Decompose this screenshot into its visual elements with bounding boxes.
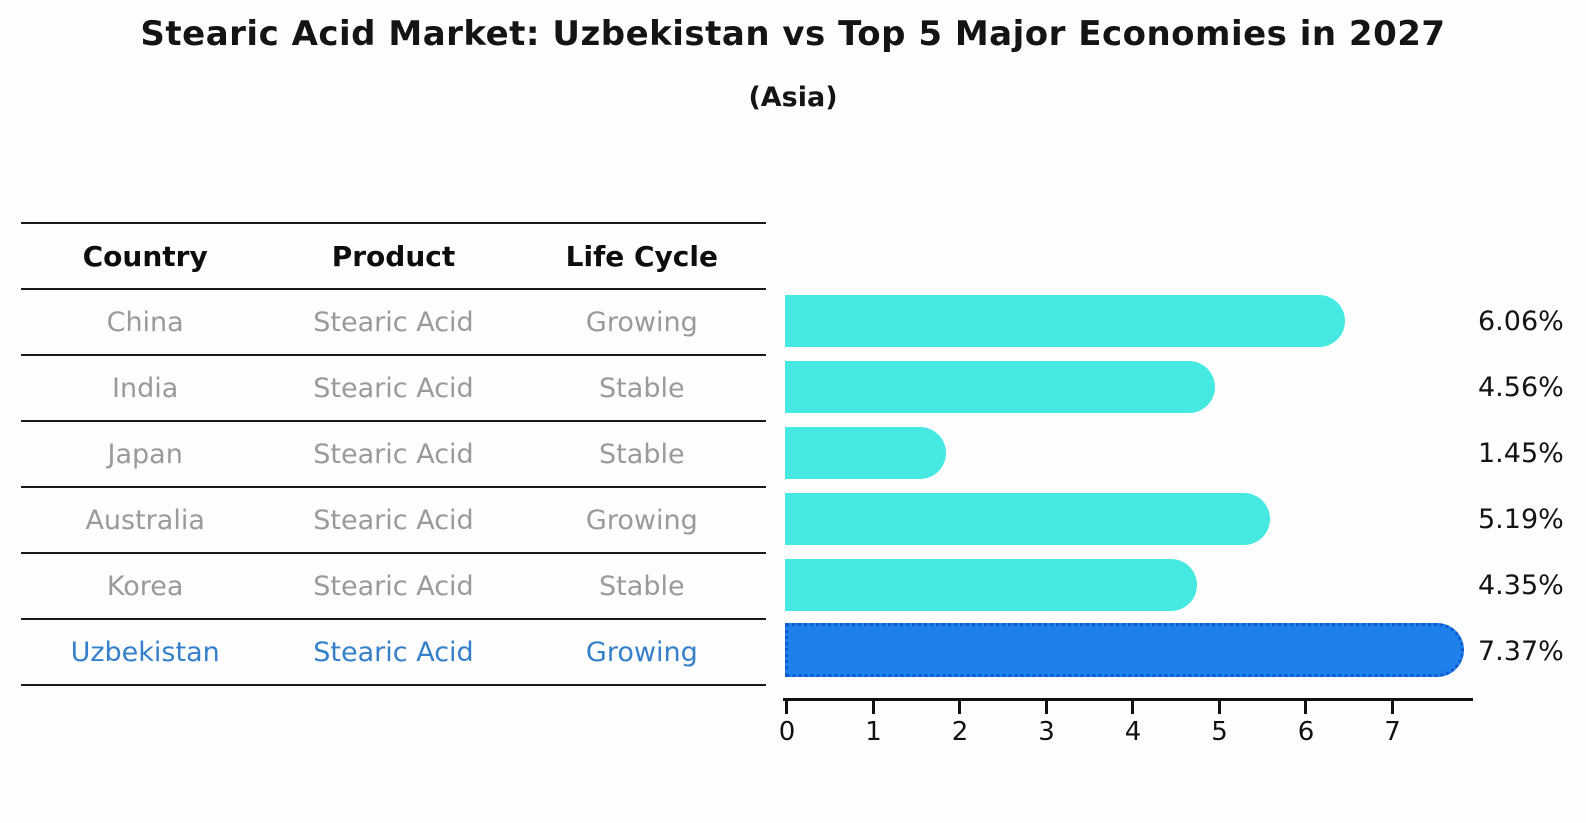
cell-product: Stearic Acid [313, 438, 474, 470]
cell-country: China [106, 306, 184, 338]
x-axis-tick-6 [1304, 701, 1307, 714]
cell-country: Korea [106, 570, 184, 602]
value-label-australia: 5.19% [1478, 503, 1564, 535]
chart-title: Stearic Acid Market: Uzbekistan vs Top 5… [140, 14, 1446, 54]
bar-chart-area [785, 288, 1470, 684]
x-axis: 0 1 2 3 4 5 6 7 [779, 698, 1473, 761]
x-axis-tick-1 [871, 701, 875, 714]
x-axis-tick-label-1: 1 [865, 717, 882, 747]
table-body: China Stearic Acid Growing India Stearic Aci… [21, 290, 766, 686]
x-axis-tick-7 [1390, 701, 1394, 714]
cell-product: Stearic Acid [313, 570, 474, 602]
value-label-column: 6.06% 4.56% 1.45% 5.19% 4.35% 7.37% [1478, 288, 1586, 684]
x-axis-tick-5 [1217, 701, 1221, 714]
table-row-india: India Stearic Acid Stable [21, 356, 766, 422]
value-label-uzbekistan: 7.37% [1478, 635, 1564, 667]
chart-subtitle: (Asia) [748, 82, 838, 113]
column-header-country: Country [82, 239, 208, 273]
x-axis-tick-label-5: 5 [1211, 717, 1228, 747]
bar-india [785, 361, 1216, 413]
cell-product: Stearic Acid [313, 372, 474, 404]
bar-row-japan [785, 420, 1470, 486]
cell-country: India [112, 372, 179, 404]
table-row-japan: Japan Stearic Acid Stable [21, 422, 766, 488]
x-axis-tick-2 [958, 701, 961, 714]
table-row-china: China Stearic Acid Growing [21, 290, 766, 356]
bar-row-china [785, 288, 1470, 354]
value-label-korea: 4.35% [1478, 569, 1564, 601]
bar-japan [785, 427, 947, 479]
cell-life-cycle: Growing [585, 636, 698, 668]
x-axis-tick-label-0: 0 [778, 717, 796, 747]
table-row-korea: Korea Stearic Acid Stable [21, 554, 766, 620]
cell-life-cycle: Stable [599, 438, 685, 470]
cell-country: Uzbekistan [70, 636, 220, 668]
value-label-china: 6.06% [1478, 305, 1564, 337]
comparison-table: Country Product Life Cycle China Stearic … [21, 222, 766, 686]
cell-product: Stearic Acid [313, 306, 474, 338]
cell-life-cycle: Stable [599, 570, 685, 602]
bar-row-india [785, 354, 1470, 420]
bar-uzbekistan [785, 623, 1465, 677]
x-axis-tick-label-2: 2 [951, 717, 969, 747]
bar-australia [785, 493, 1270, 545]
cell-product: Stearic Acid [313, 636, 474, 668]
table-row-australia: Australia Stearic Acid Growing [21, 488, 766, 554]
column-header-life-cycle: Life Cycle [565, 239, 718, 273]
cell-country: Australia [85, 504, 205, 536]
column-header-product: Product [331, 239, 456, 273]
bar-korea [785, 559, 1198, 611]
x-axis-tick-label-3: 3 [1038, 717, 1055, 747]
x-axis-tick-label-7: 7 [1384, 717, 1401, 747]
bar-row-uzbekistan [785, 618, 1470, 684]
cell-life-cycle: Growing [585, 504, 698, 536]
cell-life-cycle: Stable [599, 372, 685, 404]
x-axis-tick-0 [785, 701, 788, 714]
cell-product: Stearic Acid [313, 504, 474, 536]
x-axis-tick-4 [1131, 701, 1134, 714]
value-label-japan: 1.45% [1478, 437, 1564, 469]
x-axis-tick-label-4: 4 [1124, 717, 1142, 747]
x-axis-tick-label-6: 6 [1297, 717, 1315, 747]
table-row-uzbekistan: Uzbekistan Stearic Acid Growing [21, 620, 766, 686]
bar-row-korea [785, 552, 1470, 618]
bar-row-australia [785, 486, 1470, 552]
table-header-row: Country Product Life Cycle [21, 224, 766, 290]
cell-life-cycle: Growing [585, 306, 698, 338]
x-axis-tick-3 [1044, 701, 1048, 714]
value-label-india: 4.56% [1478, 371, 1564, 403]
cell-country: Japan [107, 438, 183, 470]
bar-china [785, 295, 1346, 347]
